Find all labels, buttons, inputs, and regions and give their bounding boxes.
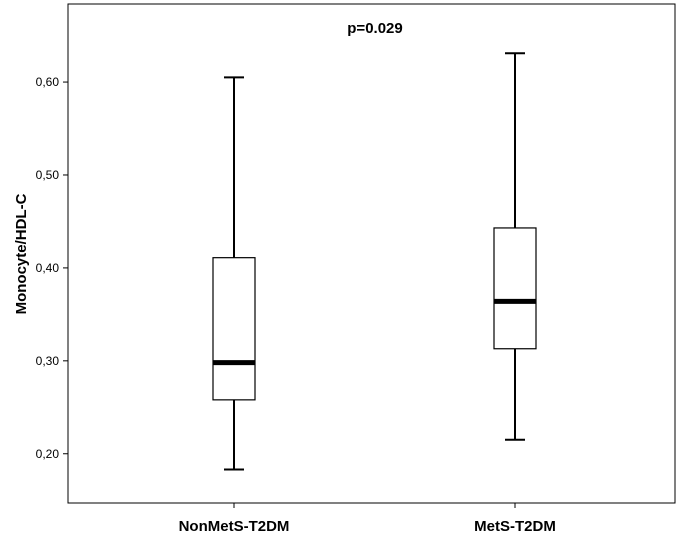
iqr-box [212,257,256,401]
box-nonmets-t2dm [212,76,256,471]
p-value-annotation: p=0.029 [347,20,402,37]
iqr-box [493,227,537,350]
plot-frame [67,3,676,504]
y-tick-label: 0,20 [36,447,60,461]
y-tick-label: 0,40 [36,261,60,275]
x-axis-labels: NonMetS-T2DM MetS-T2DM [179,503,556,535]
x-category-label: NonMetS-T2DM [179,518,290,535]
y-tick-label: 0,50 [36,168,60,182]
box-series [212,52,537,471]
y-tick-label: 0,60 [36,75,60,89]
y-tick-label: 0,30 [36,354,60,368]
y-axis-ticks: 0,20 0,30 0,40 0,50 0,60 [36,75,68,461]
y-axis-title: Monocyte/HDL-C [13,193,30,314]
box-mets-t2dm [493,52,537,441]
x-category-label: MetS-T2DM [474,518,556,535]
